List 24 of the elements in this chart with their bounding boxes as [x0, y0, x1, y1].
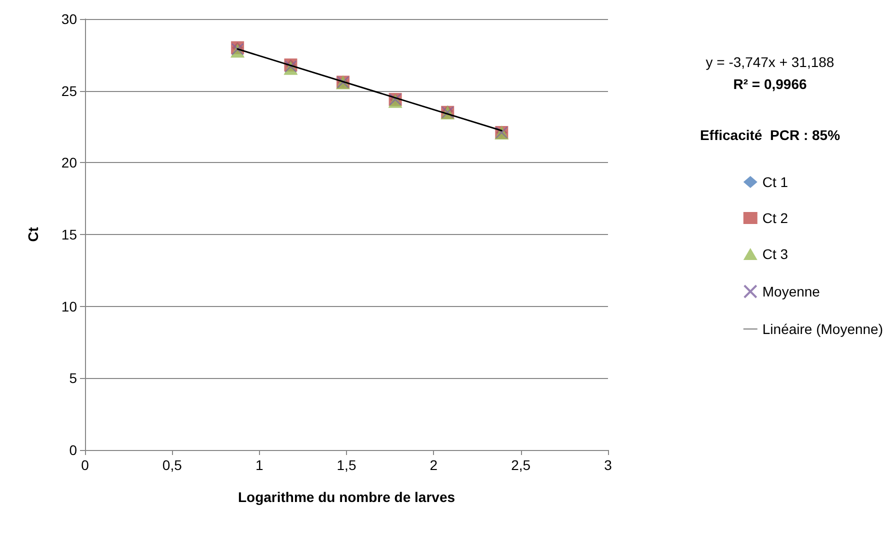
- x-tick-label: 2,5: [511, 457, 531, 473]
- legend-label: Moyenne: [762, 284, 820, 300]
- x-tick-label: 1: [255, 457, 264, 473]
- text: y = -3,747x + 31,188: [706, 54, 834, 70]
- x-axis-title: Logarithme du nombre de larves: [238, 489, 456, 505]
- y-tick-label: 0: [69, 442, 78, 458]
- text: Efficacité PCR : 85%: [700, 127, 841, 143]
- y-tick-label: 10: [61, 298, 78, 314]
- y-tick-label: 30: [61, 11, 78, 27]
- y-tick-label: 5: [69, 370, 78, 386]
- y-tick-label: 15: [61, 226, 78, 242]
- x-tick-label: 0: [81, 457, 90, 473]
- y-axis-title: Ct: [25, 226, 41, 242]
- text: R² = 0,9966: [733, 76, 807, 92]
- legend-label: Ct 3: [762, 246, 788, 262]
- legend-label: Linéaire (Moyenne): [762, 321, 884, 337]
- legend-label: Ct 1: [762, 174, 788, 190]
- x-tick-label: 1,5: [336, 457, 356, 473]
- x-tick-label: 3: [604, 457, 612, 473]
- x-tick-label: 2: [430, 457, 438, 473]
- y-tick-label: 25: [61, 82, 78, 99]
- y-tick-label: 20: [61, 154, 78, 171]
- legend-label: Ct 2: [762, 210, 788, 226]
- x-tick-label: 0,5: [162, 457, 182, 473]
